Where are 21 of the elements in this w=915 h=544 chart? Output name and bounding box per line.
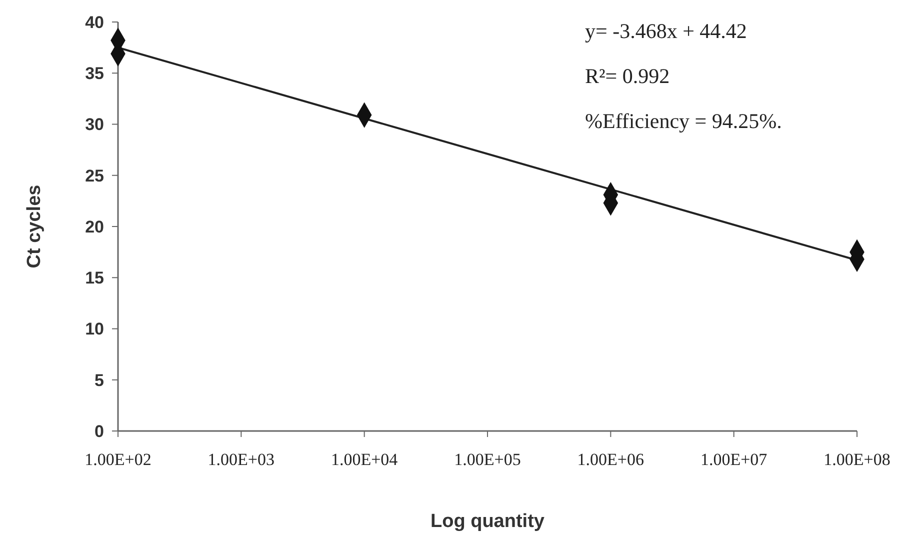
y-tick-label: 30 <box>85 115 104 134</box>
y-tick-label: 40 <box>85 12 104 32</box>
x-axis-title: Log quantity <box>430 511 545 532</box>
y-axis-title: Ct cycles <box>24 184 45 268</box>
x-tick-label: 1.00E+05 <box>454 450 521 469</box>
y-tick-label: 0 <box>94 422 104 441</box>
y-tick-label: 25 <box>85 166 104 186</box>
annotation: R²= 0.992 <box>585 64 670 88</box>
y-tick-label: 5 <box>94 370 104 390</box>
x-tick-label: 1.00E+03 <box>208 450 275 469</box>
x-tick-label: 1.00E+04 <box>330 450 398 469</box>
y-tick-label: 35 <box>85 64 104 84</box>
x-tick-label: 1.00E+02 <box>84 450 152 469</box>
y-tick-label: 20 <box>85 217 104 236</box>
annotation: y= -3.468x + 44.42 <box>585 19 747 43</box>
y-tick-label: 15 <box>85 268 104 288</box>
annotation: %Efficiency = 94.25%. <box>585 109 782 133</box>
x-tick-label: 1.00E+07 <box>700 450 768 469</box>
x-tick-label: 1.00E+08 <box>824 450 890 469</box>
y-tick-label: 10 <box>85 320 104 339</box>
x-tick-label: 1.00E+06 <box>577 450 644 469</box>
